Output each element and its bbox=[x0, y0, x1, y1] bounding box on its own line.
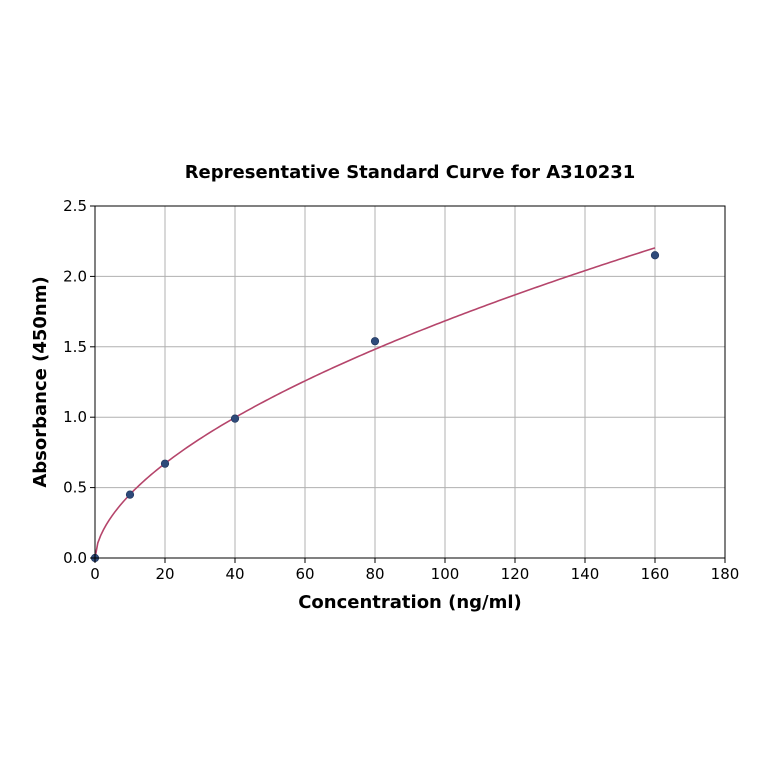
x-tick-label: 60 bbox=[295, 565, 314, 583]
x-tick-label: 180 bbox=[711, 565, 740, 583]
x-tick-label: 140 bbox=[571, 565, 600, 583]
data-point bbox=[160, 459, 170, 468]
y-tick-label: 1.5 bbox=[63, 338, 87, 356]
y-tick-label: 1.0 bbox=[63, 408, 87, 426]
data-point bbox=[230, 414, 240, 423]
y-tick-label: 0.0 bbox=[63, 549, 87, 567]
y-axis-ticks: 0.0 0.5 1.0 1.5 2.0 2.5 bbox=[63, 197, 95, 567]
x-axis-ticks: 0 20 40 60 80 100 120 140 160 180 bbox=[90, 558, 739, 583]
data-point bbox=[370, 337, 380, 346]
x-axis-label: Concentration (ng/ml) bbox=[298, 592, 522, 613]
y-axis-label: Absorbance (450nm) bbox=[30, 276, 51, 487]
x-tick-label: 100 bbox=[431, 565, 460, 583]
x-tick-label: 0 bbox=[90, 565, 100, 583]
grid bbox=[95, 206, 725, 558]
x-tick-label: 40 bbox=[225, 565, 244, 583]
x-tick-label: 120 bbox=[501, 565, 530, 583]
chart-title: Representative Standard Curve for A31023… bbox=[185, 162, 636, 183]
fit-curve bbox=[94, 247, 656, 559]
y-tick-label: 0.5 bbox=[63, 479, 87, 497]
data-point bbox=[650, 251, 660, 260]
data-point bbox=[125, 490, 135, 499]
data-points bbox=[90, 251, 660, 563]
x-tick-label: 80 bbox=[365, 565, 384, 583]
x-tick-label: 160 bbox=[641, 565, 670, 583]
plot-frame bbox=[94, 205, 726, 559]
y-tick-label: 2.5 bbox=[63, 197, 87, 215]
y-tick-label: 2.0 bbox=[63, 267, 87, 285]
x-tick-label: 20 bbox=[155, 565, 174, 583]
